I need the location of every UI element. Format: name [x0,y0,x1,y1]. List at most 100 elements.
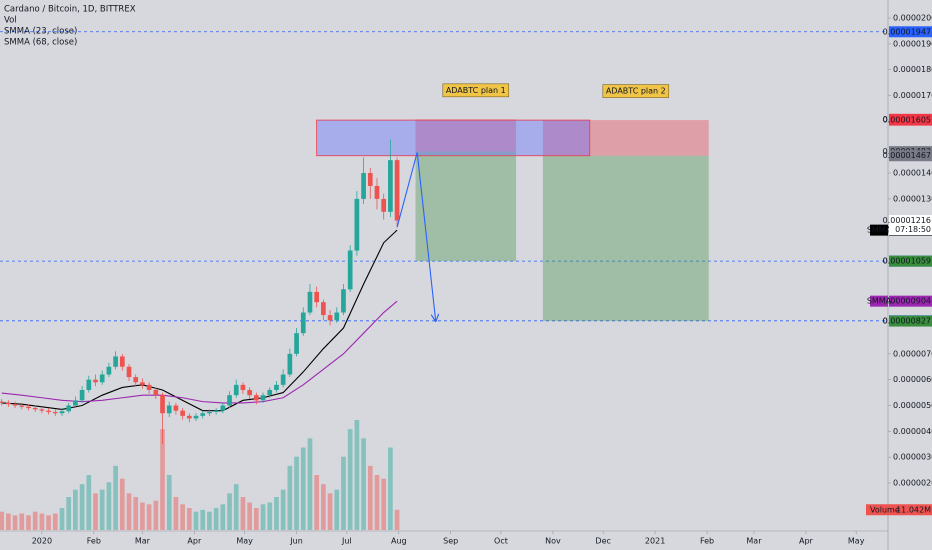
volume-bar [46,515,51,530]
volume-bar [39,513,45,530]
candle-body [46,410,51,412]
volume-bar [193,511,199,530]
candle-body [119,356,125,367]
x-tick-label: Apr [799,537,814,546]
candle-body [227,395,232,406]
volume-bar [99,489,105,530]
volume-bar [79,484,85,530]
legend-volume: Vol [4,16,17,26]
x-tick-label: May [848,537,865,546]
volume-bar [260,504,266,530]
candle-body [99,374,105,383]
volume-bar [73,489,78,530]
volume-bar [334,489,340,530]
candle-body [133,377,139,383]
candle-body [213,410,219,412]
volume-bar [86,475,92,530]
x-tick-label: Aug [391,537,407,546]
candle-body [66,405,72,412]
candle-body [307,291,313,313]
smma-badge-tag [870,295,888,307]
legend-smma-23: SMMA (23, close) [4,27,77,37]
y-tick-label: 0.00001300 [893,194,932,203]
volume-badge-value: 11.042M [896,505,931,514]
volume-bar [119,478,125,530]
candle-body [367,173,373,186]
volume-bar [59,508,65,530]
volume-bar [381,478,387,530]
candle-body [347,250,353,290]
candle-body [374,185,380,199]
volume-bar [93,493,98,530]
x-tick-label: 2021 [645,537,665,546]
candle-body [59,411,65,414]
x-tick-label: Feb [87,537,101,546]
volume-bar [126,493,132,530]
x-tick-label: Nov [545,537,561,546]
y-tick-label: 0.00000500 [893,401,932,410]
volume-bar [26,515,31,530]
volume-bar [12,515,18,530]
candle-body [73,400,78,406]
target-zone [415,151,517,262]
volume-bar [173,497,179,530]
entry-badge [889,150,932,162]
last-price-label: 0.00001216 [883,216,931,225]
candle-body [287,353,293,375]
x-tick-label: Sep [443,537,458,546]
candle-body [86,379,92,391]
y-tick-label: 0.00000700 [893,349,932,358]
y-tick-label: 0.00000600 [893,375,932,384]
candle-body [200,413,206,416]
smma-badge-tag [870,224,888,236]
x-tick-label: 2020 [32,537,52,546]
volume-bar [254,508,259,530]
candle-body [327,315,333,321]
smma-badge-label: 0.00000904 [883,297,931,306]
candle-body [160,395,165,414]
y-tick-label: 0.00000400 [893,427,932,436]
x-tick-label: May [236,537,253,546]
candle-body [321,302,326,316]
candle-body [26,406,31,409]
candle-body [186,415,192,419]
arrow-drawing [396,152,436,320]
candle-body [233,384,239,396]
y-tick-label: 0.00000300 [893,453,932,462]
volume-bar [274,497,279,530]
volume-bar [220,504,226,530]
candle-body [93,379,98,383]
x-tick-label: Dec [595,537,610,546]
volume-bar [361,438,366,530]
level-badge [889,26,932,38]
target-badge-label: 0.00001059 [883,257,931,266]
volume-bar [52,513,58,530]
plan-label-box [602,84,670,98]
plan-label-box [442,83,510,98]
y-tick-label: 0.00001400 [893,169,932,178]
volume-bar [160,429,165,530]
volume-bar [140,502,145,530]
candle-body [274,384,279,391]
volume-bar [180,504,185,530]
x-tick-label: Jun [289,537,303,546]
candle-body [294,333,299,354]
candle-body [0,401,5,403]
last-price-badge [889,215,932,236]
candle-body [113,356,118,367]
volume-badge-name: Volume [870,505,900,514]
candle-body [247,390,252,396]
volume-bar [287,465,293,530]
stop-badge [889,114,932,126]
countdown-label: 07:18:50 [895,225,931,234]
y-tick-label: 0.00000200 [893,478,932,487]
volume-bar [186,508,192,530]
candle-body [341,289,346,313]
x-tick-label: Mar [135,537,151,546]
candle-body [153,390,159,396]
x-tick-label: Mar [746,537,762,546]
volume-bar [200,509,206,530]
plan-label: ADABTC plan 1 [442,83,510,98]
candle-body [173,405,179,411]
